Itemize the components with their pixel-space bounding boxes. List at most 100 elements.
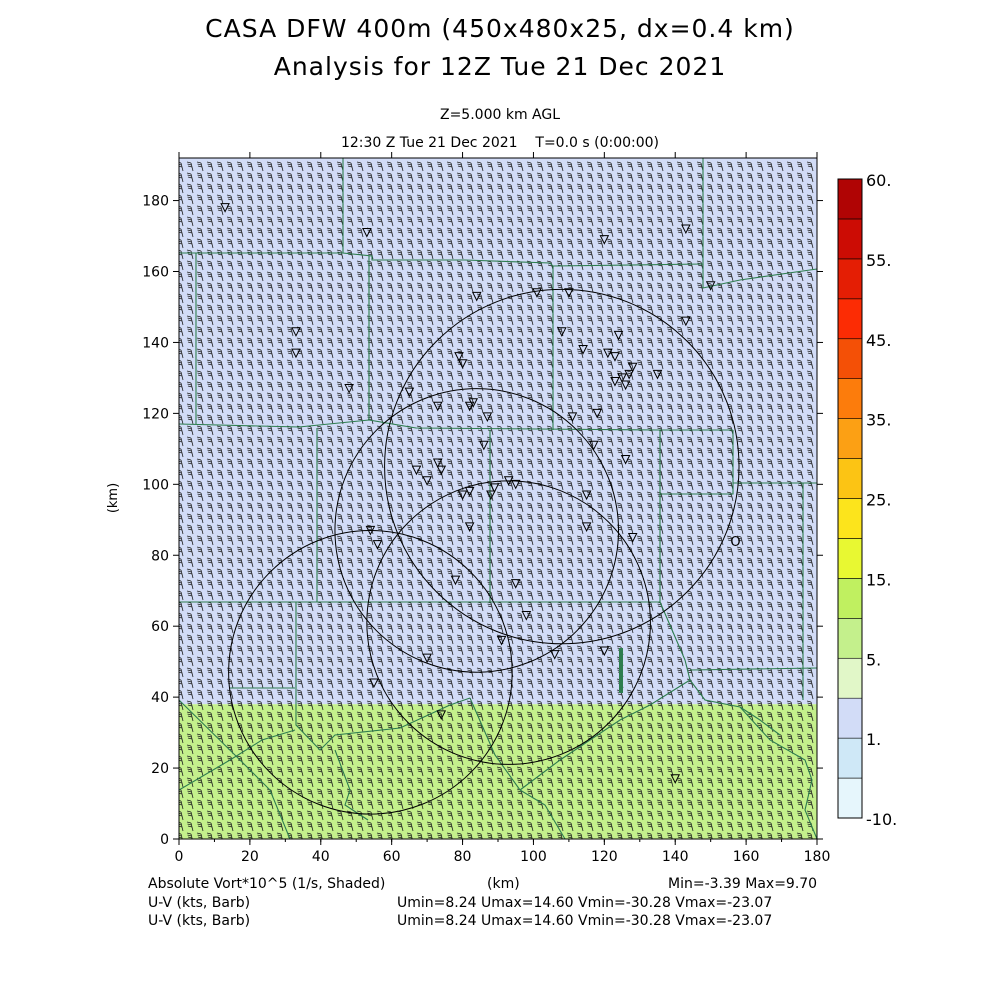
- colorbar-label-2: 5.: [866, 650, 881, 669]
- station-marker-56: [549, 650, 560, 660]
- station-marker-30: [567, 412, 578, 423]
- colorbar-label-6: 45.: [866, 331, 891, 350]
- station-marker-3: [681, 224, 691, 235]
- station-marker-29: [482, 412, 493, 423]
- station-marker-25: [404, 387, 415, 398]
- colorbar-level-1: [837, 737, 863, 779]
- station-marker-47: [581, 522, 592, 532]
- county-boundary-notch: [619, 648, 623, 693]
- field-minmax: Min=-3.39 Max=9.70: [668, 876, 818, 892]
- station-marker-45: [581, 490, 592, 501]
- station-marker-6: [471, 291, 482, 302]
- station-marker-24: [344, 384, 354, 394]
- county-boundary-24: [739, 706, 781, 736]
- station-marker-7: [705, 281, 716, 291]
- y-tick-label-3: 60: [151, 619, 169, 635]
- station-marker-16: [454, 352, 464, 362]
- county-boundary-21: [519, 679, 691, 791]
- colorbar-level-2: [837, 697, 863, 739]
- station-marker-15: [610, 352, 620, 362]
- county-boundary-0: [342, 158, 704, 267]
- y-tick-label-1: 20: [151, 761, 169, 777]
- station-marker-13: [578, 345, 588, 355]
- colorbar-level-8: [837, 458, 863, 499]
- wind-stats-2: Umin=8.24 Umax=14.60 Vmin=-30.28 Vmax=-2…: [397, 913, 773, 929]
- colorbar-level-12: [837, 298, 863, 340]
- station-marker-31: [592, 408, 603, 419]
- station-marker-1: [362, 227, 372, 238]
- colorbar: -10. 1. 5. 15. 25. 35. 45. 55. 60.: [837, 171, 897, 829]
- wind-stats-1: Umin=8.24 Umax=14.60 Vmin=-30.28 Vmax=-2…: [397, 895, 773, 911]
- station-marker-33: [588, 440, 599, 451]
- station-marker-57: [599, 646, 610, 657]
- county-boundary-19: [334, 749, 369, 821]
- station-marker-60: [670, 774, 681, 784]
- colorbar-level-9: [837, 418, 863, 459]
- county-boundary-2: [702, 264, 817, 289]
- x-tick-label-2: 40: [312, 849, 330, 865]
- county-boundary-17: [295, 602, 471, 751]
- station-marker-0: [220, 203, 230, 213]
- colorbar-level-13: [837, 258, 863, 300]
- y-tick-label-6: 120: [142, 406, 169, 422]
- county-boundary-25: [179, 699, 291, 839]
- station-marker-39: [457, 490, 468, 501]
- station-marker-28: [468, 398, 478, 408]
- station-marker-12: [291, 348, 301, 359]
- station-marker-44: [510, 479, 521, 490]
- county-boundary-23: [739, 706, 817, 839]
- colorbar-level-6: [837, 538, 863, 579]
- chart-title-line1: CASA DFW 400m (450x480x25, dx=0.4 km): [205, 14, 795, 43]
- wind-label-2: U-V (kts, Barb): [148, 913, 251, 929]
- colorbar-level-15: [837, 178, 863, 220]
- station-marker-32: [479, 440, 489, 451]
- station-marker-53: [521, 611, 532, 621]
- county-boundary-16: [179, 729, 296, 791]
- x-tick-label-8: 160: [733, 849, 760, 865]
- range-ring-2: [366, 480, 651, 765]
- county-boundary-20: [469, 697, 521, 791]
- x-tick-label-3: 60: [383, 849, 401, 865]
- station-marker-46: [464, 522, 475, 532]
- range-ring-1: [334, 388, 620, 673]
- wind-barb-field: [179, 161, 814, 839]
- valid-time-label: 12:30 Z Tue 21 Dec 2021 T=0.0 s (0:00:00…: [340, 135, 660, 151]
- station-marker-48: [627, 533, 638, 543]
- x-tick-label-9: 180: [804, 849, 831, 865]
- station-marker-14: [603, 348, 613, 359]
- chart-title-line2: Analysis for 12Z Tue 21 Dec 2021: [273, 52, 727, 81]
- station-marker-51: [450, 575, 461, 586]
- colorbar-label-1: 1.: [866, 730, 881, 749]
- colorbar-level-0: [837, 777, 863, 819]
- station-marker-59: [436, 710, 447, 720]
- x-tick-label-7: 140: [662, 849, 689, 865]
- y-tick-label-5: 100: [142, 477, 169, 493]
- level-label: Z=5.000 km AGL: [439, 107, 561, 123]
- station-marker-20: [620, 380, 631, 391]
- wind-label-1: U-V (kts, Barb): [148, 895, 251, 911]
- station-marker-41: [486, 490, 496, 501]
- station-marker-34: [620, 454, 631, 465]
- station-marker-4: [532, 288, 542, 298]
- colorbar-label-0: -10.: [866, 810, 897, 829]
- y-tick-label-9: 180: [142, 194, 169, 210]
- station-marker-22: [627, 362, 638, 373]
- colorbar-level-10: [837, 378, 863, 419]
- county-boundary-12: [660, 483, 734, 495]
- colorbar-label-8: 60.: [866, 171, 891, 190]
- station-marker-40: [464, 486, 475, 497]
- colorbar-level-7: [837, 498, 863, 539]
- county-boundary-22: [519, 789, 566, 839]
- x-tick-label-5: 100: [520, 849, 547, 865]
- station-marker-35: [432, 458, 443, 469]
- station-marker-26: [432, 401, 443, 412]
- station-marker-58: [369, 678, 379, 689]
- station-marker-37: [411, 465, 422, 476]
- station-marker-8: [556, 327, 567, 337]
- colorbar-label-5: 35.: [866, 411, 891, 430]
- county-boundary-15: [689, 667, 817, 671]
- colorbar-label-7: 55.: [866, 251, 891, 270]
- station-marker-11: [291, 327, 301, 337]
- colorbar-label-3: 15.: [866, 570, 891, 589]
